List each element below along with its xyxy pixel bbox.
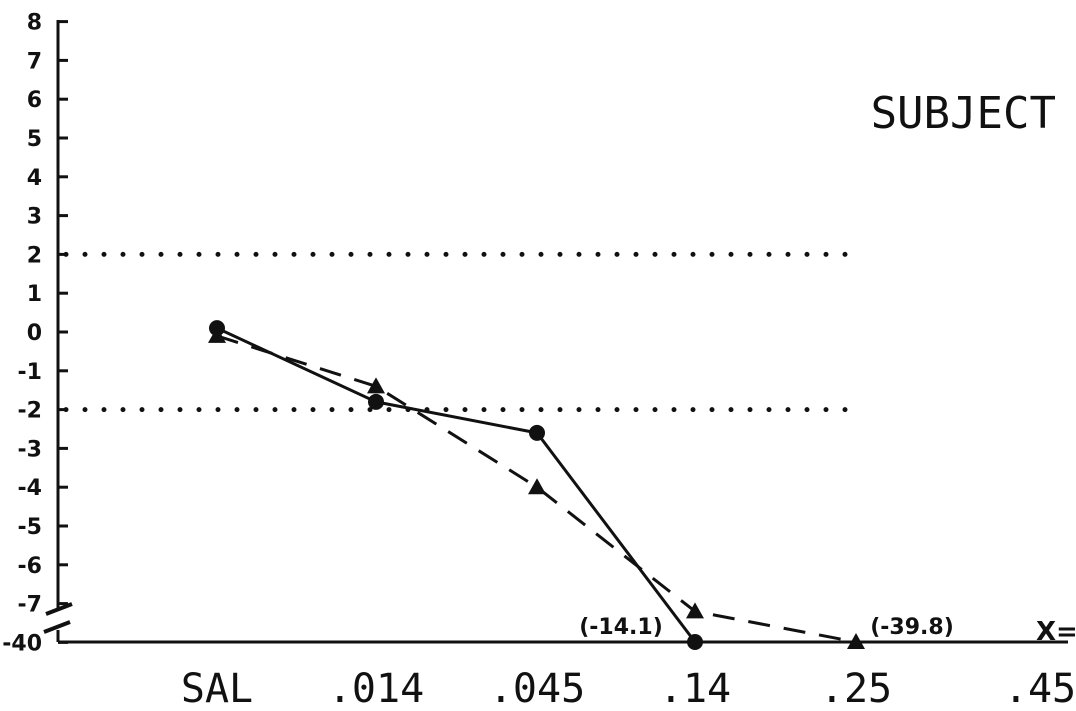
y-tick-label: 2	[27, 243, 42, 268]
y-tick-label: 1	[27, 282, 42, 307]
y-tick-label: 4	[27, 166, 42, 191]
data-point-triangle	[847, 633, 865, 649]
series-lines	[216, 326, 857, 644]
y-tick-label: -40	[2, 631, 42, 656]
data-point-circle	[687, 634, 703, 650]
x-tick-label: .045	[489, 666, 585, 711]
y-tick-label: -2	[18, 399, 42, 424]
y-tick-label: -1	[18, 360, 42, 385]
data-point-triangle	[528, 478, 546, 495]
end-marker: X=	[1036, 617, 1076, 647]
reference-lines	[63, 251, 865, 413]
data-point-triangle	[686, 602, 704, 619]
series-markers	[208, 320, 865, 650]
y-tick-label: 8	[27, 11, 42, 36]
series-line-dashed	[216, 334, 857, 644]
value-annotation: (-14.1)	[579, 615, 663, 640]
y-tick-label: -4	[18, 476, 42, 501]
y-tick-label: -5	[18, 515, 42, 540]
value-annotation: (-39.8)	[870, 615, 954, 640]
y-tick-label: 0	[27, 321, 42, 346]
y-tick-label: -6	[18, 554, 42, 579]
y-tick-label: 3	[27, 205, 42, 230]
y-tick-label: -3	[18, 437, 42, 462]
y-tick-label: 6	[27, 88, 42, 113]
x-tick-label: .014	[328, 666, 424, 711]
x-tick-label: .25	[820, 666, 892, 711]
data-point-triangle	[367, 377, 385, 394]
y-tick-label: -7	[18, 593, 42, 618]
y-tick-label: 5	[27, 127, 42, 152]
x-tick-label: .14	[659, 666, 731, 711]
y-ticks: -40 -7 -6 -5 -4 -3 -2 -1 0 1 2 3 4 5 6 7 8	[2, 11, 68, 656]
data-point-triangle	[208, 326, 226, 343]
data-point-circle	[529, 424, 545, 441]
annotations: (-14.1) (-39.8)	[579, 615, 954, 640]
x-tick-label: .45	[1004, 666, 1076, 711]
x-tick-label: SAL	[181, 666, 253, 711]
axis-break	[43, 602, 73, 634]
chart-title: SUBJECT	[871, 88, 1056, 139]
series-line-solid	[216, 326, 697, 643]
data-point-circle	[368, 393, 384, 410]
x-ticks: SAL .014 .045 .14 .25 .45	[181, 666, 1076, 711]
y-tick-label: 7	[27, 49, 42, 74]
